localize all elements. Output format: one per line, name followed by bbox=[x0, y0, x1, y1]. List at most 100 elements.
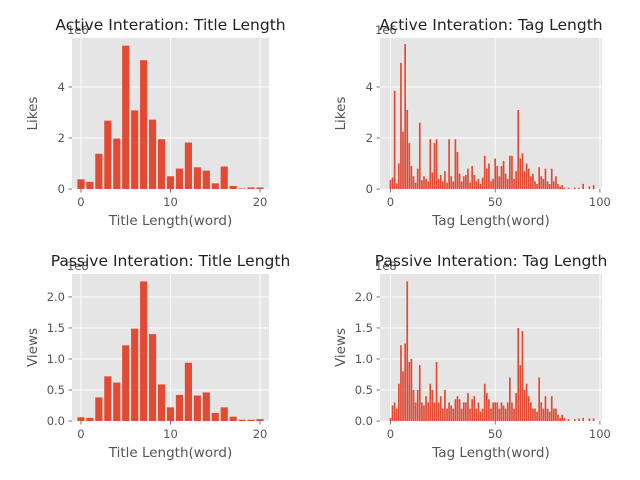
bar bbox=[444, 389, 446, 421]
y-tick-label: 0.5 bbox=[355, 383, 373, 397]
bar bbox=[483, 155, 486, 189]
bar bbox=[452, 181, 455, 189]
bar bbox=[532, 173, 534, 189]
bar bbox=[131, 328, 139, 421]
y-offset-text: 1e8 bbox=[375, 259, 397, 273]
x-tick-label: 10 bbox=[163, 427, 178, 441]
y-axis-label: Views bbox=[333, 328, 349, 367]
bar bbox=[202, 170, 210, 189]
bar bbox=[166, 176, 175, 189]
y-tick-label: 0.5 bbox=[47, 383, 65, 397]
bar bbox=[448, 402, 450, 421]
bar bbox=[193, 167, 201, 189]
bar bbox=[157, 139, 166, 189]
bar bbox=[408, 143, 411, 189]
bar bbox=[525, 383, 528, 421]
x-tick-label: 0 bbox=[77, 195, 84, 209]
bar bbox=[481, 408, 484, 421]
bar bbox=[544, 168, 547, 189]
y-tick-label: 1.5 bbox=[47, 321, 65, 335]
bar bbox=[592, 418, 595, 421]
y-tick-label: 0 bbox=[366, 182, 373, 196]
bar bbox=[211, 183, 219, 189]
bar bbox=[527, 168, 530, 189]
x-tick-label: 0 bbox=[77, 427, 84, 441]
bar bbox=[433, 402, 436, 421]
bar bbox=[557, 414, 559, 421]
bar bbox=[410, 358, 413, 421]
bar bbox=[471, 166, 473, 189]
bar bbox=[515, 171, 517, 189]
bar bbox=[488, 399, 490, 421]
bar bbox=[460, 181, 463, 189]
bar bbox=[477, 402, 480, 421]
bar bbox=[588, 186, 591, 189]
bar bbox=[559, 417, 561, 421]
bar bbox=[402, 371, 404, 421]
bar bbox=[435, 362, 438, 421]
bar bbox=[175, 168, 184, 189]
bar bbox=[465, 174, 467, 189]
bar bbox=[454, 399, 457, 421]
bar bbox=[450, 405, 453, 421]
bar bbox=[485, 393, 488, 421]
y-tick-label: 2.0 bbox=[47, 290, 65, 304]
bar bbox=[393, 402, 396, 421]
y-offset-text: 1e6 bbox=[67, 23, 89, 37]
bar bbox=[229, 185, 237, 189]
bar bbox=[77, 179, 85, 189]
bar bbox=[157, 384, 166, 421]
bar bbox=[446, 408, 448, 421]
y-tick-label: 2.0 bbox=[355, 290, 373, 304]
bar bbox=[175, 394, 184, 421]
bar bbox=[563, 187, 566, 189]
bar bbox=[471, 399, 473, 421]
bar bbox=[502, 405, 505, 421]
bar bbox=[546, 408, 549, 421]
bar bbox=[536, 183, 538, 189]
bar bbox=[456, 396, 459, 421]
bar bbox=[439, 396, 442, 421]
bar bbox=[122, 345, 130, 421]
bar bbox=[416, 168, 419, 189]
bar bbox=[458, 399, 461, 421]
bar bbox=[131, 110, 139, 189]
bar bbox=[469, 408, 471, 421]
bar bbox=[544, 396, 547, 421]
bar bbox=[515, 393, 517, 421]
bar bbox=[567, 187, 570, 189]
bar bbox=[391, 177, 394, 189]
bar bbox=[496, 166, 499, 189]
bar bbox=[431, 389, 434, 421]
bar bbox=[412, 176, 415, 189]
bar bbox=[452, 408, 455, 421]
bar bbox=[393, 90, 396, 189]
chart-title: Passive Interation: Title Length bbox=[51, 252, 291, 270]
bar bbox=[517, 109, 520, 189]
x-tick-label: 100 bbox=[589, 427, 611, 441]
bar bbox=[488, 163, 490, 189]
y-tick-label: 1.0 bbox=[47, 352, 65, 366]
bar bbox=[398, 383, 400, 421]
bar bbox=[538, 377, 541, 421]
bar bbox=[462, 402, 465, 421]
bar bbox=[238, 188, 246, 189]
x-tick-label: 50 bbox=[488, 195, 503, 209]
bar bbox=[477, 178, 480, 189]
bar bbox=[548, 411, 551, 421]
y-tick-label: 0 bbox=[58, 182, 65, 196]
bar bbox=[450, 176, 453, 189]
bar bbox=[104, 120, 112, 189]
bar bbox=[113, 138, 121, 189]
bar bbox=[418, 365, 421, 421]
bar bbox=[435, 139, 438, 189]
bar bbox=[540, 402, 543, 421]
bar bbox=[552, 408, 555, 421]
bar bbox=[86, 181, 94, 189]
x-tick-label: 0 bbox=[387, 427, 394, 441]
bar bbox=[193, 395, 201, 421]
bar bbox=[412, 389, 415, 421]
y-offset-text: 1e8 bbox=[67, 259, 89, 273]
